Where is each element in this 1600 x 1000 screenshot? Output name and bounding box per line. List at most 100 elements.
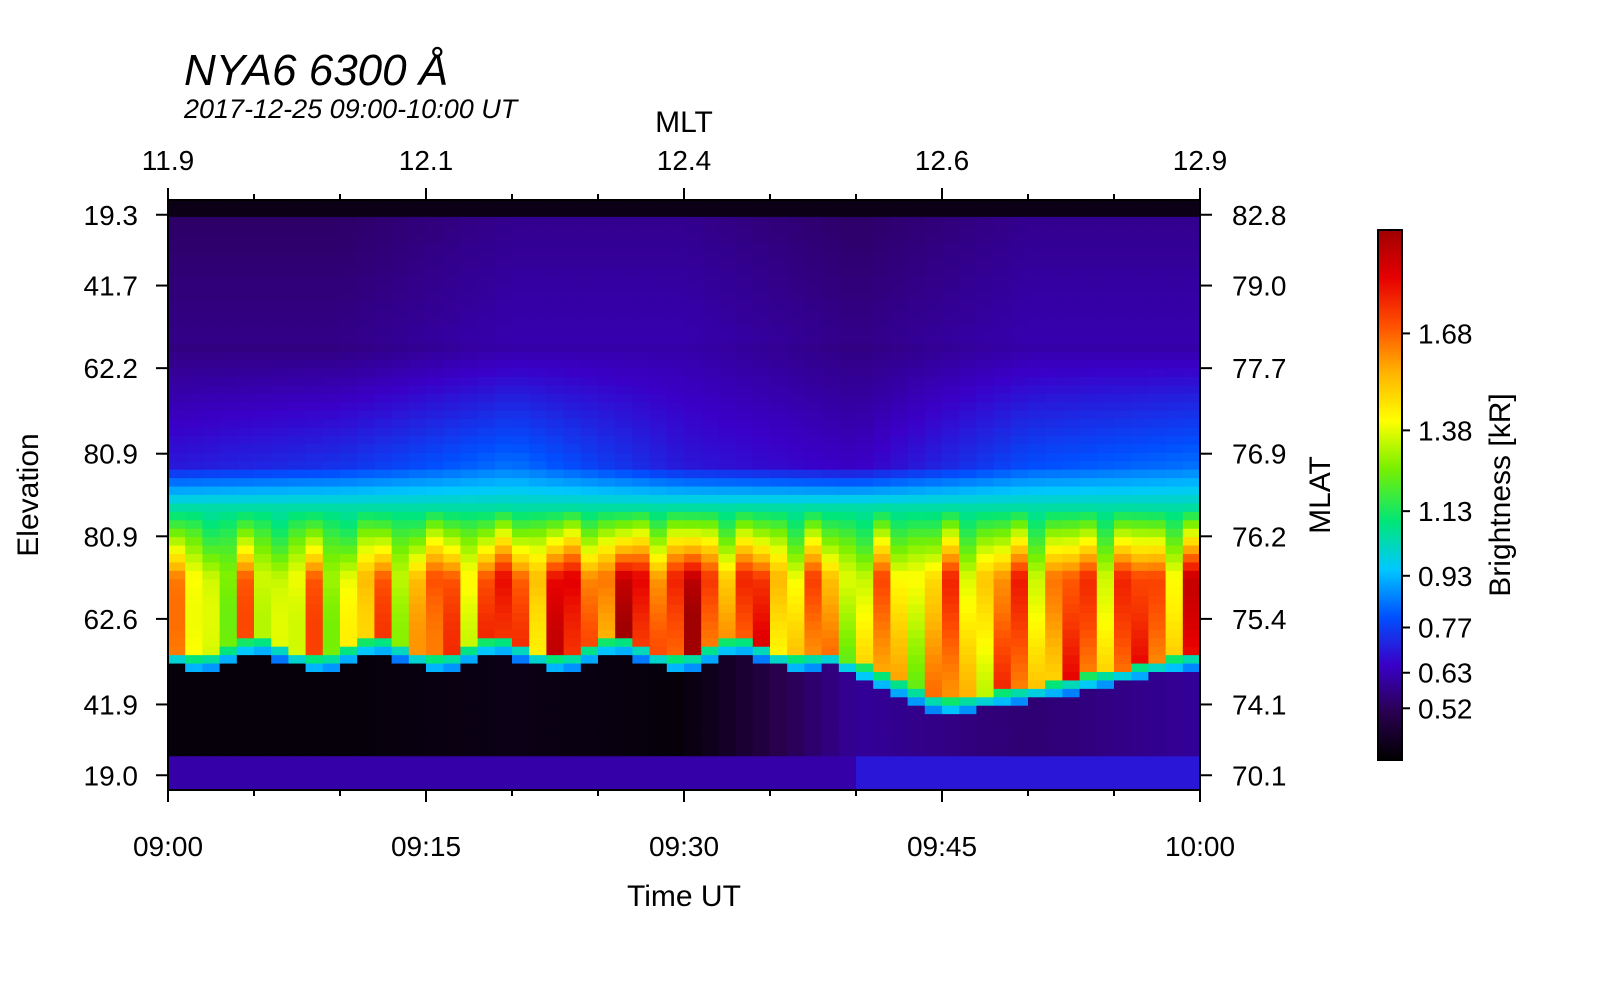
heatmap-cell xyxy=(976,292,995,302)
heatmap-cell xyxy=(701,436,719,446)
heatmap-cell xyxy=(529,495,547,505)
heatmap-cell xyxy=(408,579,427,589)
heatmap-cell xyxy=(787,629,805,639)
heatmap-cell xyxy=(443,537,461,547)
heatmap-cell xyxy=(168,284,186,294)
heatmap-cell xyxy=(288,739,307,749)
heatmap-cell xyxy=(357,486,375,496)
heatmap-cell xyxy=(804,511,823,521)
heatmap-cell xyxy=(460,562,479,572)
heatmap-cell xyxy=(615,537,633,547)
heatmap-cell xyxy=(391,275,410,285)
heatmap-cell xyxy=(443,587,461,597)
heatmap-cell xyxy=(168,250,186,260)
heatmap-cell xyxy=(1165,604,1184,614)
heatmap-cell xyxy=(735,697,754,707)
heatmap-cell xyxy=(924,781,943,791)
heatmap-cell xyxy=(632,747,651,757)
heatmap-cell xyxy=(202,537,221,547)
heatmap-cell xyxy=(752,495,771,505)
heatmap-cell xyxy=(632,781,651,791)
heatmap-cell xyxy=(408,655,427,665)
heatmap-cell xyxy=(993,368,1012,378)
heatmap-cell xyxy=(1114,747,1132,757)
heatmap-cell xyxy=(735,461,754,471)
heatmap-cell xyxy=(666,528,685,538)
heatmap-cell xyxy=(1114,604,1132,614)
heatmap-cell xyxy=(477,486,496,496)
heatmap-cell xyxy=(787,773,805,783)
heatmap-cell xyxy=(718,638,737,648)
heatmap-cell xyxy=(288,318,307,328)
heatmap-cell xyxy=(993,360,1012,370)
heatmap-cell xyxy=(236,655,255,665)
heatmap-cell xyxy=(856,714,874,724)
heatmap-cell xyxy=(1079,233,1098,243)
heatmap-cell xyxy=(701,773,719,783)
heatmap-cell xyxy=(1045,562,1063,572)
heatmap-cell xyxy=(477,688,496,698)
heatmap-cell xyxy=(374,739,393,749)
heatmap-cell xyxy=(804,672,823,682)
heatmap-cell xyxy=(1028,225,1046,235)
heatmap-cell xyxy=(460,621,479,631)
heatmap-cell xyxy=(305,292,324,302)
heatmap-cell xyxy=(890,495,909,505)
heatmap-cell xyxy=(924,503,943,513)
heatmap-cell xyxy=(340,663,358,673)
heatmap-cell xyxy=(271,368,289,378)
heatmap-cell xyxy=(890,680,909,690)
heatmap-cell xyxy=(546,452,565,462)
heatmap-cell xyxy=(185,714,203,724)
heatmap-cell xyxy=(1148,410,1167,420)
heatmap-cell xyxy=(426,688,444,698)
heatmap-cell xyxy=(787,554,805,564)
heatmap-cell xyxy=(546,731,565,741)
heatmap-cell xyxy=(942,360,960,370)
heatmap-cell xyxy=(1079,216,1098,226)
heatmap-cell xyxy=(236,731,255,741)
heatmap-cell xyxy=(271,764,289,774)
heatmap-cell xyxy=(236,697,255,707)
heatmap-cell xyxy=(288,267,307,277)
heatmap-cell xyxy=(666,334,685,344)
heatmap-cell xyxy=(1028,292,1046,302)
heatmap-cell xyxy=(684,705,702,715)
mlat-tick-label: 75.4 xyxy=(1232,604,1287,635)
heatmap-cell xyxy=(873,613,891,623)
heatmap-cell xyxy=(288,579,307,589)
heatmap-cell xyxy=(804,629,823,639)
heatmap-cell xyxy=(735,705,754,715)
heatmap-cell xyxy=(580,427,599,437)
heatmap-cell xyxy=(684,250,702,260)
heatmap-cell xyxy=(632,200,651,210)
heatmap-cell xyxy=(1062,705,1081,715)
heatmap-cell xyxy=(219,368,238,378)
heatmap-cell xyxy=(1010,444,1029,454)
heatmap-cell xyxy=(598,688,616,698)
heatmap-cell xyxy=(942,528,960,538)
heatmap-cell xyxy=(408,739,427,749)
heatmap-cell xyxy=(1114,309,1132,319)
y-tick-label: 62.6 xyxy=(84,604,139,635)
heatmap-cell xyxy=(1131,208,1149,218)
heatmap-cell xyxy=(546,587,565,597)
heatmap-cell xyxy=(580,216,599,226)
heatmap-cell xyxy=(1028,427,1046,437)
heatmap-cell xyxy=(666,309,685,319)
heatmap-cell xyxy=(873,452,891,462)
heatmap-cell xyxy=(649,242,668,252)
heatmap-cell xyxy=(374,351,393,361)
heatmap-cell xyxy=(494,368,513,378)
heatmap-cell xyxy=(1045,267,1063,277)
heatmap-cell xyxy=(993,562,1012,572)
heatmap-cell xyxy=(477,461,496,471)
heatmap-cell xyxy=(976,326,995,336)
heatmap-cell xyxy=(684,309,702,319)
heatmap-cell xyxy=(838,747,857,757)
heatmap-cell xyxy=(615,739,633,749)
heatmap-cell xyxy=(254,461,272,471)
heatmap-cell xyxy=(856,259,874,269)
heatmap-cell xyxy=(202,351,221,361)
heatmap-cell xyxy=(1096,233,1115,243)
